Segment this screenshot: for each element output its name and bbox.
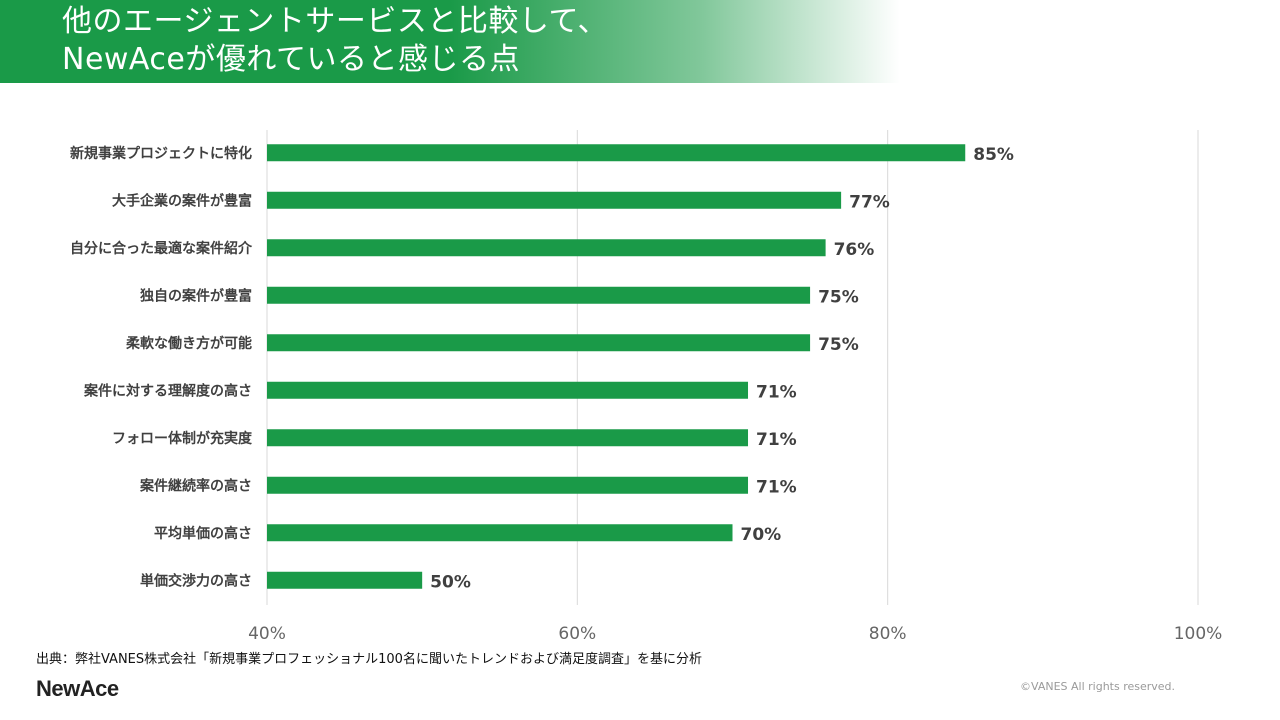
- data-label: 71%: [756, 382, 797, 402]
- category-label: 柔軟な働き方が可能: [125, 335, 252, 352]
- bar: [267, 239, 826, 257]
- page-title-line-2: NewAceが優れていると感じる点: [62, 42, 520, 77]
- bar: [267, 144, 966, 162]
- bar: [267, 429, 749, 447]
- bar: [267, 191, 842, 209]
- bar: [267, 524, 733, 542]
- category-label: 案件に対する理解度の高さ: [83, 382, 252, 399]
- category-label: 自分に合った最適な案件紹介: [70, 240, 253, 257]
- source-note: 出典：弊社VANES株式会社「新規事業プロフェッショナル100名に聞いたトレンド…: [36, 652, 702, 667]
- bar: [267, 381, 749, 399]
- newace-logo: NewAce: [36, 676, 119, 701]
- x-tick-label: 100%: [1174, 624, 1223, 644]
- bar: [267, 286, 811, 304]
- bar: [267, 571, 423, 589]
- category-label: フォロー体制が充実度: [112, 430, 253, 447]
- x-tick-label: 40%: [248, 624, 286, 644]
- bar: [267, 334, 811, 352]
- page-title-line-1: 他のエージェントサービスと比較して、: [62, 4, 608, 39]
- data-label: 76%: [834, 240, 875, 260]
- category-label: 案件継続率の高さ: [139, 477, 252, 494]
- data-label: 75%: [818, 335, 859, 355]
- data-label: 70%: [741, 525, 782, 545]
- category-label: 独自の案件が豊富: [140, 287, 252, 304]
- category-label: 大手企業の案件が豊富: [112, 192, 252, 209]
- x-tick-label: 60%: [558, 624, 596, 644]
- title-band: [0, 0, 900, 83]
- data-label: 85%: [973, 145, 1014, 165]
- category-label: 新規事業プロジェクトに特化: [70, 145, 252, 162]
- category-label: 平均単価の高さ: [154, 525, 252, 542]
- x-tick-label: 80%: [869, 624, 907, 644]
- data-label: 75%: [818, 287, 859, 307]
- bar: [267, 476, 749, 494]
- data-label: 50%: [430, 572, 471, 592]
- data-label: 71%: [756, 430, 797, 450]
- copyright-text: ©VANES All rights reserved.: [1020, 680, 1176, 693]
- data-label: 71%: [756, 477, 797, 497]
- data-label: 77%: [849, 192, 890, 212]
- category-label: 単価交渉力の高さ: [140, 572, 252, 589]
